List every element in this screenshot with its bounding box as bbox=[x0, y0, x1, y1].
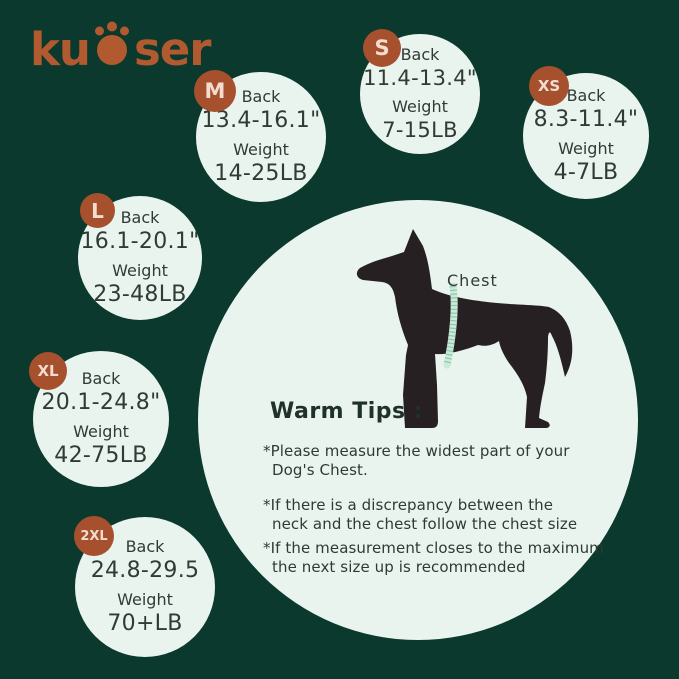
back-range: 11.4-13.4" bbox=[363, 65, 477, 90]
warm-tips-heading: Warm Tips : bbox=[270, 399, 424, 424]
back-label: Back bbox=[566, 85, 606, 105]
tip-line: the next size up is recommended bbox=[272, 558, 526, 576]
size-circle-m: M Back 13.4-16.1" Weight 14-25LB bbox=[194, 70, 326, 202]
back-range: 24.8-29.5 bbox=[90, 557, 200, 583]
logo-text-ser: ser bbox=[133, 23, 211, 76]
weight-label: Weight bbox=[117, 590, 173, 609]
size-circle-xl: XL Back 20.1-24.8" Weight 42-75LB bbox=[29, 351, 169, 487]
weight-label: Weight bbox=[233, 140, 289, 159]
back-range: 13.4-16.1" bbox=[201, 107, 321, 133]
size-circle-l: L Back 16.1-20.1" Weight 23-48LB bbox=[78, 193, 202, 320]
weight-label: Weight bbox=[392, 97, 448, 116]
weight-range: 42-75LB bbox=[54, 443, 148, 468]
logo-text-ku: ku bbox=[30, 23, 91, 76]
weight-label: Weight bbox=[112, 261, 168, 280]
dog-silhouette bbox=[356, 229, 573, 428]
size-badge-xs: XS bbox=[529, 66, 569, 106]
back-label: Back bbox=[241, 86, 281, 106]
brand-logo: ku ser bbox=[30, 20, 211, 76]
size-badge-s: S bbox=[363, 29, 401, 67]
size-circle-s: S Back 11.4-13.4" Weight 7-15LB bbox=[360, 29, 480, 154]
size-circle-2xl: 2XL Back 24.8-29.5 Weight 70+LB bbox=[74, 516, 215, 657]
size-badge-2xl: 2XL bbox=[74, 516, 114, 556]
tip-line: *If the measurement closes to the maximu… bbox=[263, 539, 604, 557]
back-range: 8.3-11.4" bbox=[533, 106, 639, 132]
tip-line: *If there is a discrepancy between the bbox=[263, 496, 554, 514]
back-range: 20.1-24.8" bbox=[41, 389, 161, 415]
weight-label: Weight bbox=[558, 139, 614, 158]
tip-line: neck and the chest follow the chest size bbox=[272, 515, 578, 533]
back-label: Back bbox=[400, 44, 440, 64]
chest-tape-measure bbox=[443, 282, 458, 369]
size-circle-xs: XS Back 8.3-11.4" Weight 4-7LB bbox=[523, 66, 649, 199]
weight-label: Weight bbox=[73, 422, 129, 441]
tip-line: *Please measure the widest part of your bbox=[263, 442, 570, 460]
back-label: Back bbox=[120, 207, 160, 227]
back-label: Back bbox=[81, 368, 121, 388]
tip-item: *If the measurement closes to the maximu… bbox=[263, 539, 604, 577]
size-badge-m: M bbox=[194, 70, 236, 112]
size-badge-l: L bbox=[80, 193, 115, 228]
weight-range: 4-7LB bbox=[553, 160, 619, 185]
back-label: Back bbox=[125, 536, 165, 556]
tip-line: Dog's Chest. bbox=[272, 461, 368, 479]
back-range: 16.1-20.1" bbox=[80, 228, 200, 254]
weight-range: 70+LB bbox=[107, 611, 183, 636]
chest-label: Chest bbox=[447, 271, 498, 290]
paw-icon bbox=[94, 21, 129, 65]
tip-item: *Please measure the widest part of your … bbox=[263, 442, 570, 480]
weight-range: 14-25LB bbox=[214, 161, 308, 186]
weight-range: 23-48LB bbox=[93, 282, 187, 307]
size-badge-xl: XL bbox=[29, 352, 67, 390]
weight-range: 7-15LB bbox=[382, 118, 458, 142]
tip-item: *If there is a discrepancy between the n… bbox=[263, 496, 577, 534]
